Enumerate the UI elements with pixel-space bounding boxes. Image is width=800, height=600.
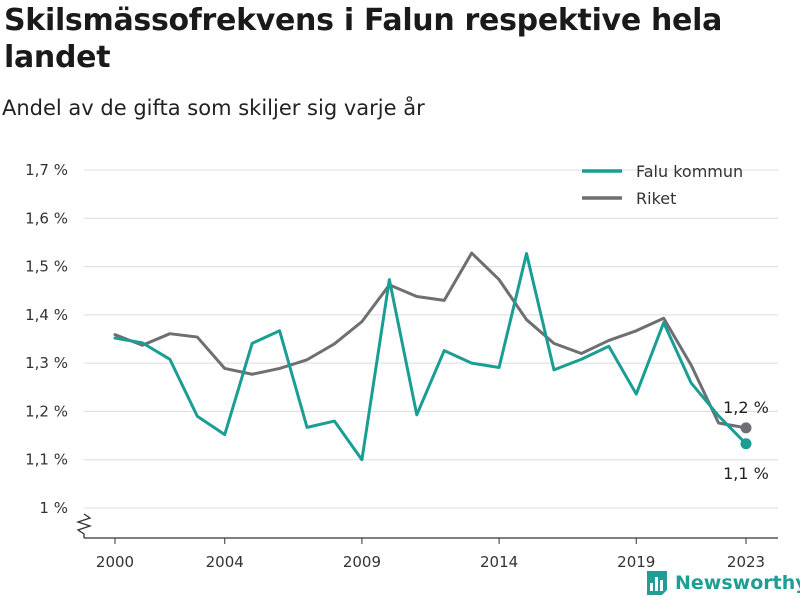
chart-subtitle: Andel av de gifta som skiljer sig varje … (2, 96, 425, 120)
axes: 1 % 1,1 % 1,2 % 1,3 % 1,4 % 1,5 % 1,6 % 1,7 % 20… (25, 161, 778, 571)
legend-label: Riket (636, 189, 676, 208)
end-point-falu-kommun (740, 438, 752, 450)
y-tick-label: 1,4 % (25, 306, 68, 324)
y-tick-label: 1,5 % (25, 258, 68, 276)
x-tick-label: 2004 (206, 553, 244, 571)
gridlines (84, 169, 778, 509)
y-tick-label: 1,6 % (25, 209, 68, 227)
x-tick-label: 2000 (96, 553, 134, 571)
newsworthy-brand: Newsworthy (645, 568, 800, 598)
x-tick-label: 2023 (727, 553, 765, 571)
x-tick-label: 2014 (480, 553, 518, 571)
x-tick-label: 2009 (343, 553, 381, 571)
end-point-riket (740, 422, 752, 434)
series-line-falu-kommun (113, 252, 748, 462)
series-line-riket (113, 251, 748, 430)
end-label-riket: 1,2 % (723, 398, 769, 417)
y-tick-label: 1,7 % (25, 161, 68, 179)
brand-name: Newsworthy (675, 572, 800, 594)
axis-break-icon (75, 513, 93, 538)
series-lines: 1,2 % 1,1 % (113, 251, 769, 483)
legend-label: Falu kommun (636, 162, 743, 181)
end-label-falu-kommun: 1,1 % (723, 464, 769, 483)
y-tick-label: 1,2 % (25, 402, 68, 420)
y-tick-label: 1,3 % (25, 354, 68, 372)
bar-chart-logo-icon (647, 571, 667, 595)
y-tick-label: 1 % (39, 499, 68, 517)
chart-title: Skilsmässofrekvens i Falun respektive he… (4, 3, 723, 75)
x-tick-label: 2019 (617, 553, 655, 571)
legend: Falu kommun Riket (582, 162, 743, 208)
y-tick-label: 1,1 % (25, 451, 68, 469)
